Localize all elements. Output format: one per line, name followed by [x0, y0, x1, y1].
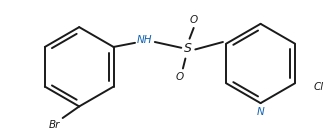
Text: O: O — [190, 15, 198, 25]
Text: NH: NH — [137, 35, 153, 45]
Text: N: N — [257, 107, 264, 117]
Text: O: O — [175, 72, 184, 82]
Text: Cl: Cl — [313, 82, 323, 92]
Text: Br: Br — [49, 120, 60, 130]
Text: S: S — [184, 42, 192, 55]
